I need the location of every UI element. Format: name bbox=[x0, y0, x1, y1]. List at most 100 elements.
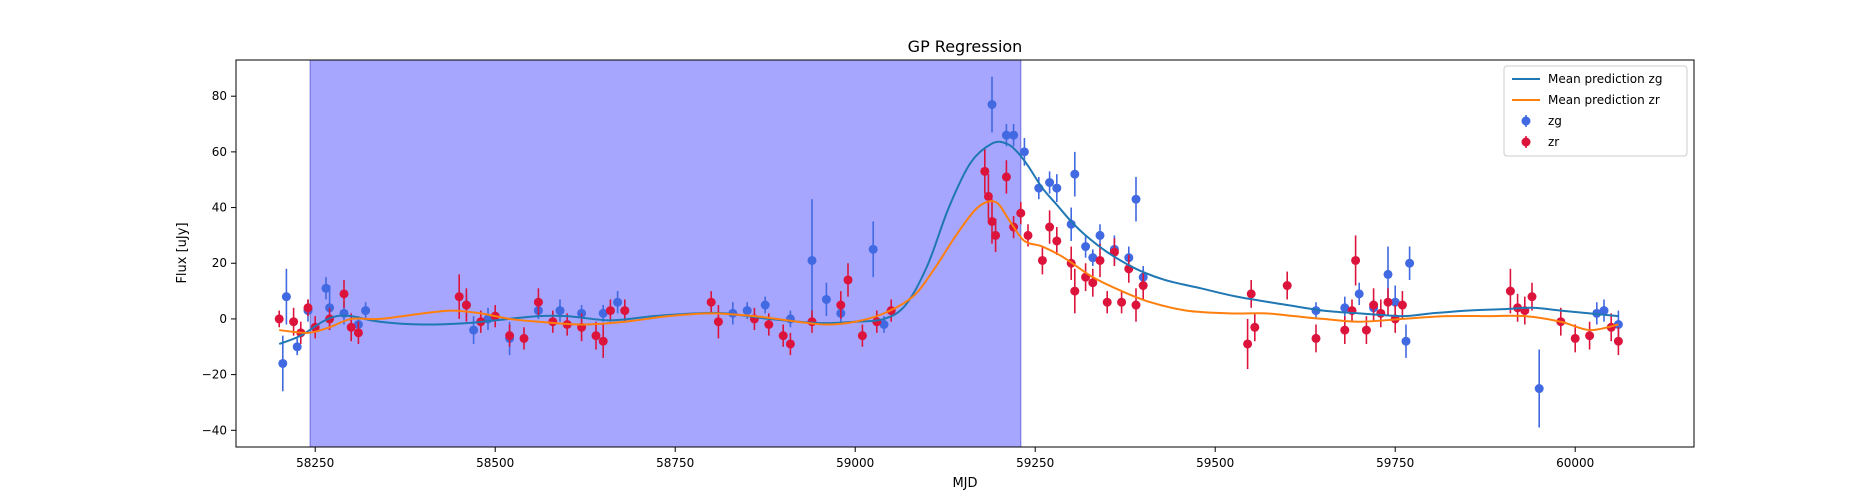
point-zr bbox=[1613, 336, 1623, 346]
point-zr bbox=[983, 191, 993, 201]
point-zr bbox=[519, 333, 529, 343]
point-zr bbox=[1505, 286, 1515, 296]
point-zr bbox=[1131, 300, 1141, 310]
y-tick-label: 80 bbox=[212, 89, 227, 103]
x-tick-label: 59000 bbox=[836, 456, 874, 470]
point-zr bbox=[1052, 236, 1062, 246]
point-zr bbox=[836, 300, 846, 310]
point-zg bbox=[760, 300, 770, 310]
point-zr bbox=[303, 303, 313, 313]
point-zr bbox=[289, 317, 299, 327]
x-tick-label: 60000 bbox=[1556, 456, 1594, 470]
point-zg bbox=[1131, 194, 1141, 204]
line-mean-prediction-zg bbox=[278, 140, 1619, 345]
point-zr bbox=[1102, 297, 1112, 307]
x-axis-label: MJD bbox=[952, 476, 977, 491]
point-zg bbox=[278, 358, 288, 368]
shaded-region-layer bbox=[309, 59, 1022, 448]
point-zr bbox=[713, 317, 723, 327]
point-zr bbox=[1243, 339, 1253, 349]
point-zg bbox=[1088, 253, 1098, 263]
point-zg bbox=[1340, 303, 1350, 313]
point-zg bbox=[807, 255, 817, 265]
point-zr bbox=[1138, 281, 1148, 291]
point-zg bbox=[1405, 258, 1415, 268]
point-zr bbox=[339, 289, 349, 299]
y-tick-label: 40 bbox=[212, 201, 227, 215]
point-zg bbox=[1534, 384, 1544, 394]
legend-box bbox=[1503, 65, 1688, 157]
y-axis-ticks: −40 −20 0 20 40 60 80 bbox=[202, 89, 236, 437]
point-zr bbox=[1117, 297, 1127, 307]
point-zr bbox=[1037, 255, 1047, 265]
prediction-line-layer bbox=[278, 140, 1619, 345]
point-zr bbox=[778, 331, 788, 341]
point-zr bbox=[1088, 278, 1098, 288]
point-zr bbox=[1376, 308, 1386, 318]
point-zr bbox=[980, 166, 990, 176]
point-zr bbox=[1383, 297, 1393, 307]
point-zr bbox=[454, 292, 464, 302]
point-zg bbox=[821, 294, 831, 304]
legend-label: zg bbox=[1548, 114, 1562, 128]
point-zg bbox=[1052, 183, 1062, 193]
point-zr bbox=[461, 300, 471, 310]
point-zg bbox=[555, 306, 565, 316]
point-zr bbox=[1250, 322, 1260, 332]
point-zr bbox=[857, 331, 867, 341]
point-zr bbox=[605, 306, 615, 316]
x-tick-label: 58250 bbox=[296, 456, 334, 470]
x-tick-label: 58750 bbox=[656, 456, 694, 470]
point-zr bbox=[1570, 333, 1580, 343]
legend-label: zr bbox=[1548, 135, 1559, 149]
legend-marker-swatch bbox=[1521, 137, 1531, 147]
point-zr bbox=[785, 339, 795, 349]
point-zr bbox=[987, 216, 997, 226]
point-zr bbox=[1361, 325, 1371, 335]
point-zr bbox=[1023, 230, 1033, 240]
x-tick-label: 58500 bbox=[476, 456, 514, 470]
y-tick-label: −40 bbox=[202, 423, 227, 437]
point-zg bbox=[1390, 297, 1400, 307]
point-zg bbox=[1009, 130, 1019, 140]
point-zr bbox=[991, 230, 1001, 240]
point-zr bbox=[1369, 300, 1379, 310]
point-zr bbox=[1282, 281, 1292, 291]
point-zg bbox=[1045, 178, 1055, 188]
point-zr bbox=[1527, 292, 1537, 302]
point-zr bbox=[346, 322, 356, 332]
legend-label: Mean prediction zr bbox=[1548, 93, 1660, 107]
point-zg bbox=[321, 283, 331, 293]
point-zr bbox=[1070, 286, 1080, 296]
point-zr bbox=[1246, 289, 1256, 299]
point-zr bbox=[1585, 331, 1595, 341]
x-tick-label: 59750 bbox=[1376, 456, 1414, 470]
y-tick-label: 60 bbox=[212, 145, 227, 159]
point-zr bbox=[353, 328, 363, 338]
point-zg bbox=[361, 306, 371, 316]
shaded-region bbox=[309, 59, 1022, 448]
point-zg bbox=[598, 308, 608, 318]
point-zr bbox=[1045, 222, 1055, 232]
point-zr bbox=[843, 275, 853, 285]
point-zr bbox=[1095, 255, 1105, 265]
point-zg bbox=[1599, 306, 1609, 316]
x-tick-label: 59500 bbox=[1196, 456, 1234, 470]
point-zg bbox=[1001, 130, 1011, 140]
point-zg bbox=[1066, 219, 1076, 229]
point-zg bbox=[987, 100, 997, 110]
point-zr bbox=[1016, 208, 1026, 218]
point-zr bbox=[706, 297, 716, 307]
point-zg bbox=[1019, 147, 1029, 157]
point-zg bbox=[469, 325, 479, 335]
point-zr bbox=[505, 331, 515, 341]
point-zg bbox=[742, 306, 752, 316]
point-zr bbox=[1397, 300, 1407, 310]
legend-label: Mean prediction zg bbox=[1548, 72, 1662, 86]
point-zr bbox=[598, 336, 608, 346]
point-zg bbox=[868, 244, 878, 254]
y-tick-label: −20 bbox=[202, 368, 227, 382]
point-zr bbox=[764, 319, 774, 329]
y-tick-label: 0 bbox=[219, 312, 227, 326]
